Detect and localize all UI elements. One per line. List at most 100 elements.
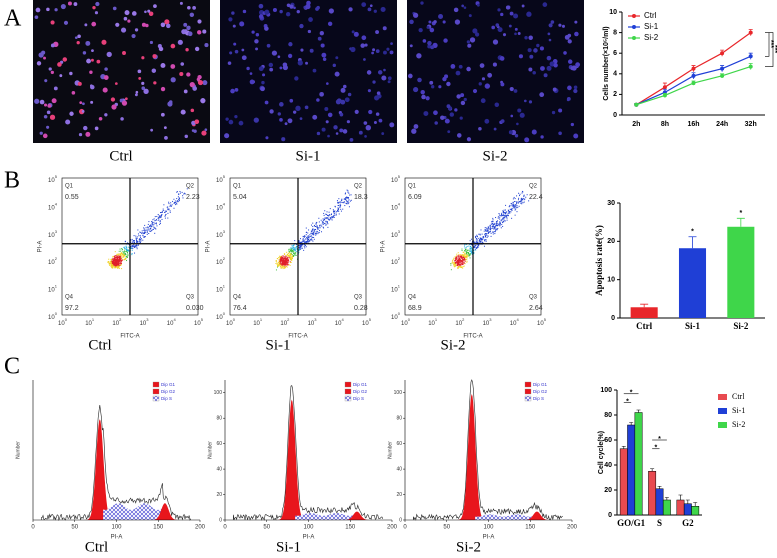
event: [493, 230, 495, 232]
event: [462, 262, 464, 264]
cell: [82, 102, 85, 106]
cell: [258, 66, 264, 72]
event: [136, 240, 138, 242]
event: [140, 232, 142, 234]
event: [323, 214, 325, 216]
event: [302, 244, 304, 246]
event: [518, 197, 520, 199]
quadrant-value: 76.4: [233, 305, 247, 312]
event: [467, 251, 469, 253]
event: [295, 249, 297, 251]
cell: [85, 131, 91, 137]
event: [108, 262, 110, 264]
y-tick-label: 0: [608, 512, 612, 519]
event: [498, 223, 500, 225]
cell: [179, 1, 183, 5]
event: [177, 201, 179, 203]
g1-peak: [275, 399, 309, 520]
event: [518, 205, 520, 207]
event: [124, 247, 126, 249]
cell: [327, 112, 333, 118]
event: [459, 258, 461, 260]
event: [153, 224, 155, 226]
cell: [83, 125, 88, 131]
cell: [284, 122, 288, 126]
x-tick-label: 150: [345, 525, 356, 531]
event: [114, 256, 116, 258]
event: [110, 259, 112, 261]
event: [325, 224, 327, 226]
event: [139, 239, 141, 241]
tick-exponent: 0: [233, 317, 236, 322]
event: [290, 249, 292, 251]
cell: [438, 13, 444, 19]
cell: [184, 134, 188, 139]
x-axis-label: FITC-A: [288, 334, 307, 340]
event: [287, 254, 289, 256]
event: [471, 243, 473, 245]
event: [505, 213, 507, 215]
event: [298, 241, 300, 243]
bar: [627, 424, 636, 516]
event: [293, 244, 295, 246]
y-tick-label: 60: [604, 437, 612, 444]
cell: [423, 111, 429, 117]
event: [120, 264, 122, 266]
event: [115, 256, 117, 258]
cell: [500, 119, 505, 123]
y-tick-label: 4: [613, 71, 617, 78]
event: [514, 205, 516, 207]
cell: [131, 33, 136, 39]
event: [288, 264, 290, 266]
event: [279, 256, 281, 258]
event: [169, 211, 171, 213]
event: [459, 264, 461, 266]
event: [338, 213, 340, 215]
event: [122, 252, 124, 254]
event: [475, 238, 477, 240]
legend-label: Dip S: [533, 396, 544, 401]
event: [178, 193, 180, 195]
panel-label: C: [4, 354, 20, 380]
point: [720, 66, 725, 71]
event: [140, 238, 142, 240]
event: [321, 231, 323, 233]
event: [125, 255, 127, 257]
bar: [630, 307, 658, 318]
event: [286, 253, 288, 255]
event: [305, 241, 307, 243]
event: [459, 254, 461, 256]
event: [154, 220, 156, 222]
cell: [300, 48, 304, 52]
cell: [147, 9, 151, 13]
quadrant-name: Q1: [233, 184, 242, 190]
event: [300, 241, 302, 243]
event: [298, 239, 300, 241]
event: [521, 201, 523, 203]
cell: [316, 131, 321, 136]
tick-base: 10: [362, 321, 369, 327]
bar: [727, 226, 755, 318]
event: [308, 241, 310, 243]
event: [123, 249, 125, 251]
cell: [372, 80, 376, 84]
event: [174, 200, 176, 202]
event: [485, 235, 487, 237]
event: [313, 230, 315, 232]
event: [458, 266, 460, 268]
tick-base: 10: [216, 287, 223, 293]
event: [144, 236, 146, 238]
event: [115, 255, 117, 257]
event: [514, 214, 516, 216]
error-bar: [685, 499, 690, 504]
event: [279, 258, 281, 260]
event: [329, 208, 331, 210]
event: [170, 205, 172, 207]
event: [487, 231, 489, 233]
event: [468, 252, 470, 254]
cell: [378, 118, 383, 123]
event: [278, 257, 280, 259]
event: [305, 234, 307, 236]
tick-exponent: 4: [341, 317, 344, 322]
tick-exponent: 3: [398, 229, 401, 234]
